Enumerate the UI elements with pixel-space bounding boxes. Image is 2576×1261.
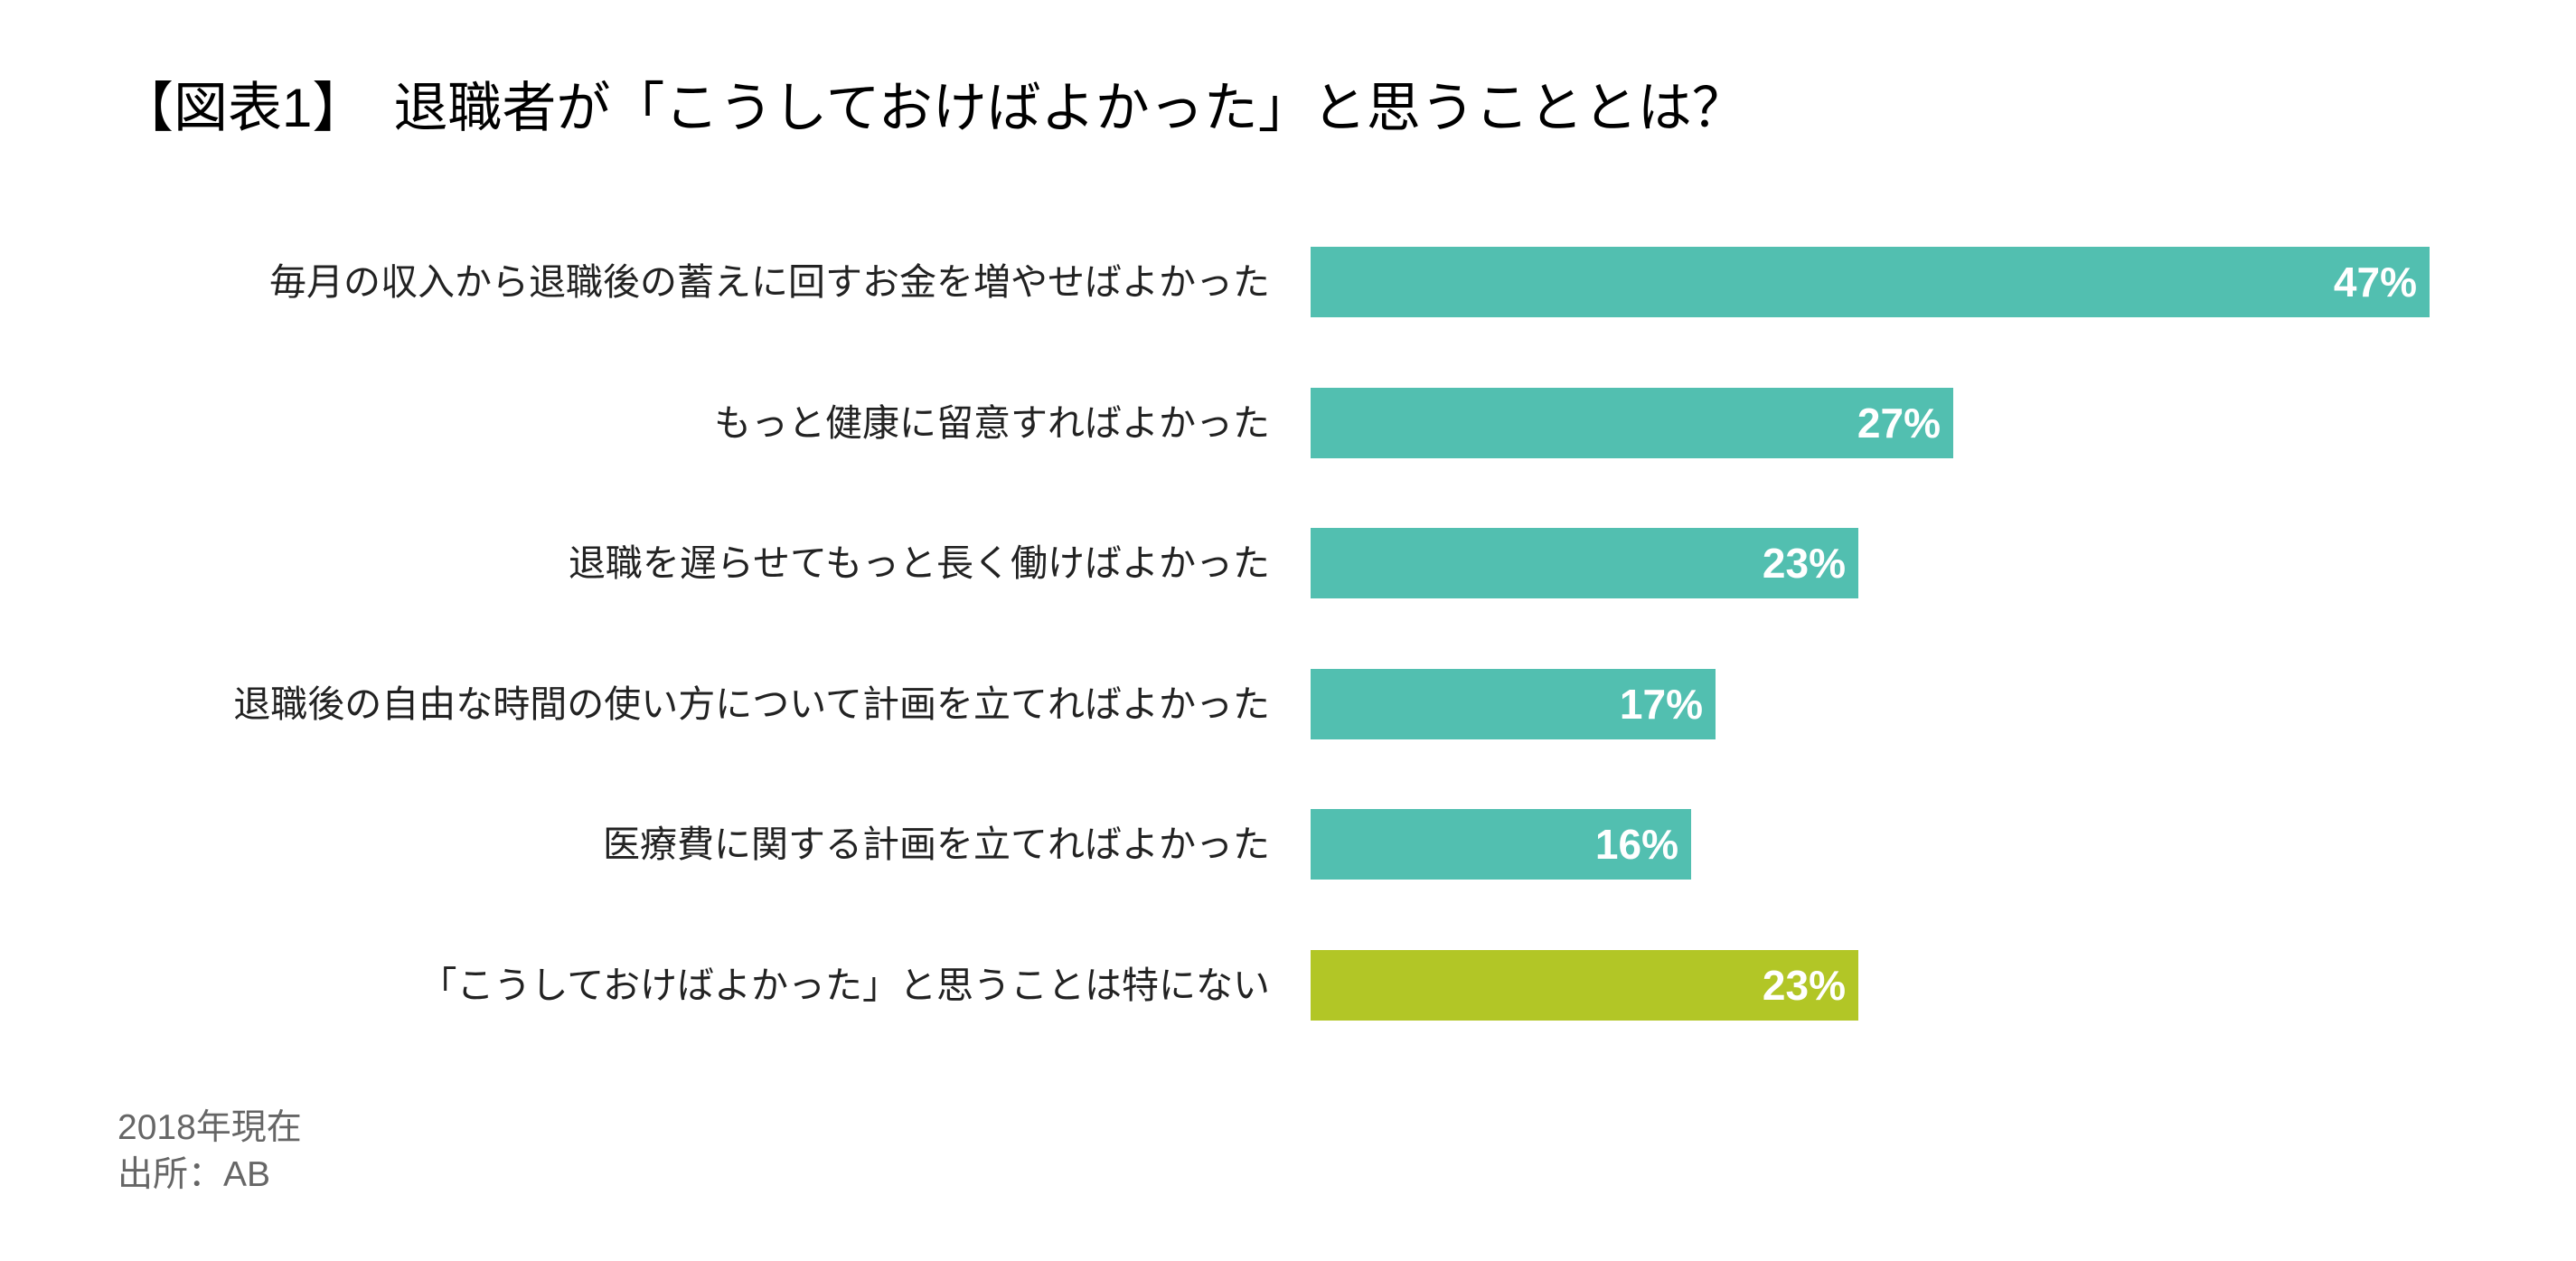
bar: 27% xyxy=(1311,388,1953,458)
category-label: もっと健康に留意すればよかった xyxy=(714,402,1270,444)
footnote-source: 出所：AB xyxy=(118,1155,271,1194)
chart-row: 医療費に関する計画を立てればよかった 16% xyxy=(0,809,2576,880)
footnote: 2018年現在 出所：AB xyxy=(118,1105,302,1199)
bar: 47% xyxy=(1311,247,2430,317)
value-label: 47% xyxy=(2333,259,2417,306)
chart-row: 退職を遅らせてもっと長く働けばよかった 23% xyxy=(0,528,2576,598)
value-label: 23% xyxy=(1762,540,1846,587)
bar: 16% xyxy=(1311,809,1691,880)
chart-row: 「こうしておけばよかった」と思うことは特にない 23% xyxy=(0,950,2576,1021)
category-label: 毎月の収入から退職後の蓄えに回すお金を増やせばよかった xyxy=(269,261,1270,303)
category-label: 医療費に関する計画を立てればよかった xyxy=(603,823,1270,865)
category-label: 退職を遅らせてもっと長く働けばよかった xyxy=(568,542,1270,584)
value-label: 27% xyxy=(1857,400,1941,447)
bar: 17% xyxy=(1311,669,1716,739)
bar: 23% xyxy=(1311,528,1858,598)
value-label: 23% xyxy=(1762,962,1846,1009)
footnote-date: 2018年現在 xyxy=(118,1108,302,1147)
value-label: 16% xyxy=(1594,821,1678,868)
chart-row: 退職後の自由な時間の使い方について計画を立てればよかった 17% xyxy=(0,669,2576,739)
bar-highlight: 23% xyxy=(1311,950,1858,1021)
chart-title: 【図表1】 退職者が「こうしておけばよかった」と思うこととは？ xyxy=(119,78,1746,138)
chart-row: もっと健康に留意すればよかった 27% xyxy=(0,388,2576,458)
chart-row: 毎月の収入から退職後の蓄えに回すお金を増やせばよかった 47% xyxy=(0,247,2576,317)
category-label: 「こうしておけばよかった」と思うことは特にない xyxy=(419,965,1270,1006)
value-label: 17% xyxy=(1619,681,1703,728)
category-label: 退職後の自由な時間の使い方について計画を立てればよかった xyxy=(233,683,1270,725)
